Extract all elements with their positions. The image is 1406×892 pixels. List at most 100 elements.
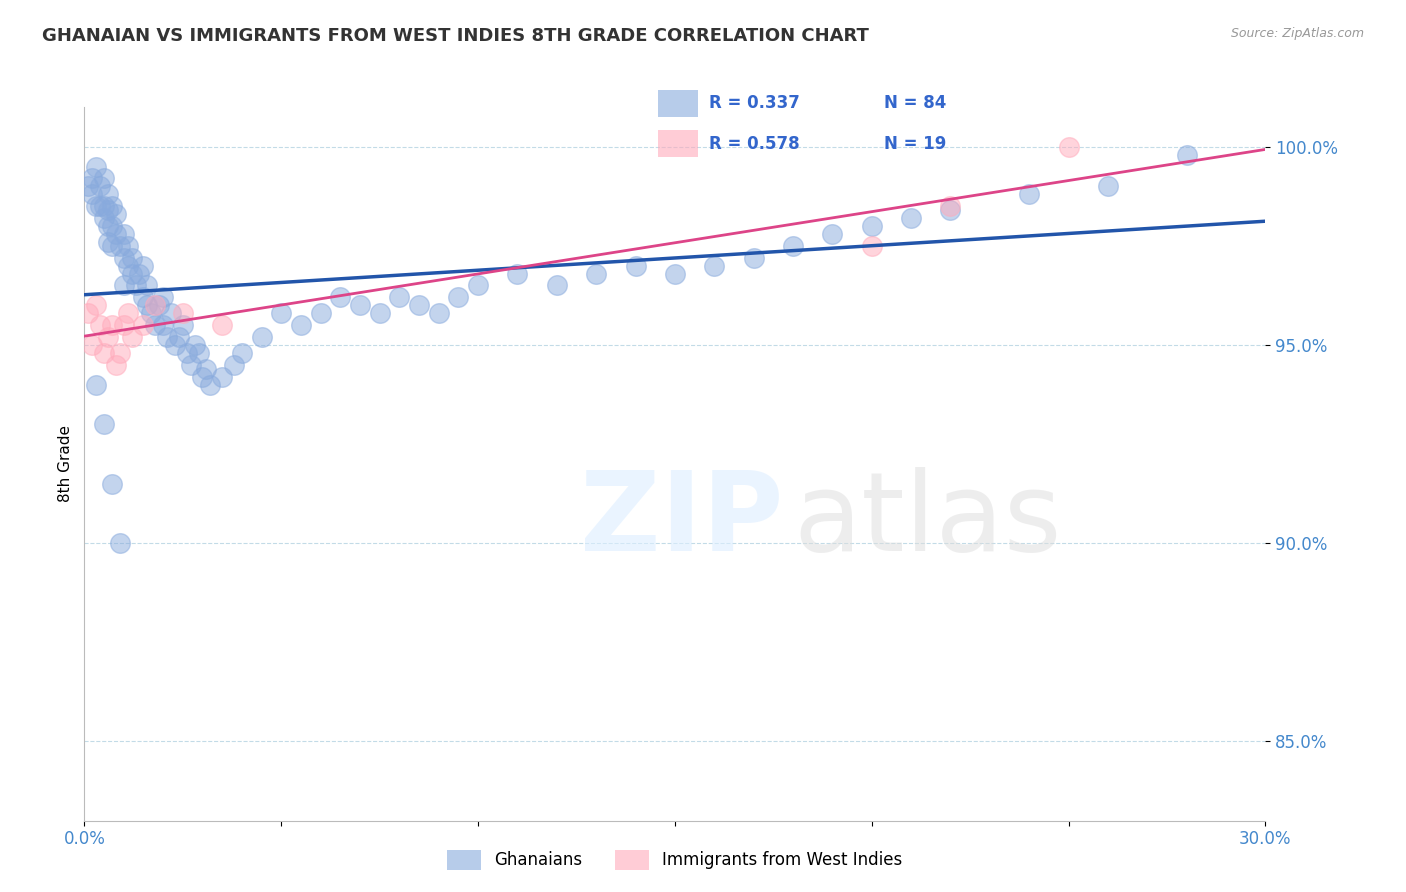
Point [82,338,104,352]
Point [124,278,146,293]
Point [104,227,127,241]
Point [112,278,135,293]
Point [163,338,186,352]
Point [427,306,450,320]
Point [211,369,233,384]
Point [585,267,607,281]
Point [117,306,139,320]
Point [329,290,352,304]
Y-axis label: 8th Grade: 8th Grade [58,425,73,502]
Point [104,358,127,372]
Point [176,346,198,360]
Point [860,239,883,253]
Point [112,227,135,241]
Point [309,306,332,320]
Text: R = 0.337: R = 0.337 [709,95,800,112]
Point [93,199,115,213]
Point [112,251,135,265]
Point [132,318,155,332]
Point [368,306,391,320]
Point [939,203,962,218]
Bar [658,90,697,117]
Point [117,259,139,273]
Point [132,290,155,304]
Point [624,259,647,273]
Point [97,235,120,249]
Point [121,267,143,281]
Point [191,369,214,384]
Point [187,346,209,360]
Point [447,290,470,304]
Point [156,330,179,344]
Point [84,377,107,392]
Legend: Ghanaians, Immigrants from West Indies: Ghanaians, Immigrants from West Indies [440,843,910,877]
Text: GHANAIAN VS IMMIGRANTS FROM WEST INDIES 8TH GRADE CORRELATION CHART: GHANAIAN VS IMMIGRANTS FROM WEST INDIES … [42,27,869,45]
Point [97,187,120,202]
Point [1018,187,1040,202]
Point [1175,147,1198,161]
Text: R = 0.578: R = 0.578 [709,135,800,153]
Point [101,219,124,233]
Point [84,199,107,213]
Point [270,306,292,320]
Point [93,171,115,186]
Point [703,259,725,273]
Point [104,207,127,221]
Point [108,536,131,550]
Point [222,358,245,372]
Point [93,417,115,432]
Point [349,298,371,312]
Point [121,330,143,344]
Point [121,251,143,265]
Point [939,199,962,213]
Point [250,330,273,344]
Point [506,267,529,281]
Point [112,318,135,332]
Point [136,298,159,312]
Text: atlas: atlas [793,467,1062,574]
Point [172,306,194,320]
Point [152,318,174,332]
Point [195,361,218,376]
Point [82,187,104,202]
Point [388,290,411,304]
Point [782,239,804,253]
Point [97,330,120,344]
Point [89,318,111,332]
Point [101,318,124,332]
Point [152,290,174,304]
Point [172,318,194,332]
Point [200,377,222,392]
Point [231,346,253,360]
Point [93,346,115,360]
Point [108,346,131,360]
Point [84,160,107,174]
Point [546,278,568,293]
Point [89,199,111,213]
Point [117,239,139,253]
Text: ZIP: ZIP [581,467,783,574]
Point [148,298,170,312]
Point [143,298,166,312]
Point [141,306,163,320]
Point [290,318,312,332]
Point [664,267,686,281]
Point [183,338,205,352]
Point [742,251,765,265]
Point [136,278,159,293]
Point [97,219,120,233]
Point [108,239,131,253]
Point [101,239,124,253]
Point [101,476,124,491]
Point [1057,139,1080,153]
Point [93,211,115,225]
Point [143,318,166,332]
Bar [658,130,697,157]
Point [160,306,183,320]
Point [1097,179,1119,194]
Point [77,179,100,194]
Point [128,267,150,281]
Point [132,259,155,273]
Point [97,203,120,218]
Point [84,298,107,312]
